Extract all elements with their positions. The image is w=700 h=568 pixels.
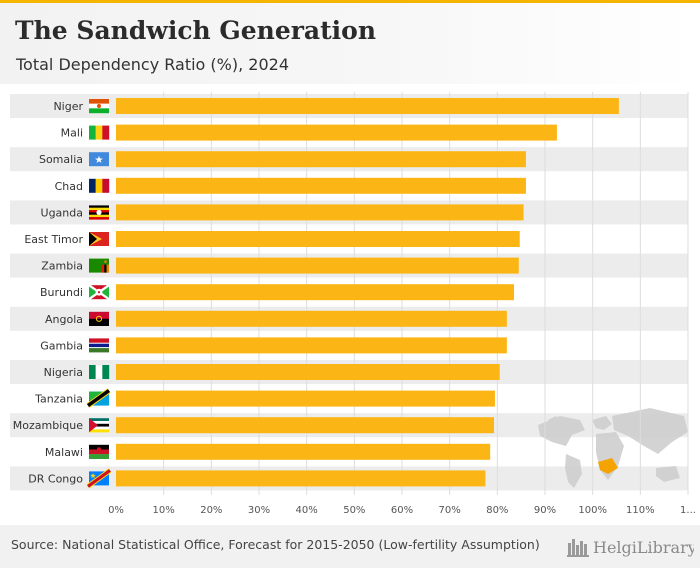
x-tick-label: 20% <box>200 505 222 516</box>
category-label: Gambia <box>40 339 83 352</box>
angola-flag-icon <box>89 311 109 326</box>
category-label: East Timor <box>24 233 83 246</box>
bar <box>116 177 526 194</box>
bar <box>116 417 494 434</box>
map-highlight <box>598 458 618 474</box>
mozambique-flag-icon <box>89 418 109 433</box>
brand-name: HelgiLibrary. <box>593 538 694 557</box>
category-label: Uganda <box>41 206 83 219</box>
chart-subtitle: Total Dependency Ratio (%), 2024 <box>16 55 289 74</box>
bar <box>116 310 507 327</box>
x-tick-label: 40% <box>296 505 318 516</box>
bar <box>116 257 519 274</box>
x-tick-label: 90% <box>534 505 556 516</box>
category-label: Zambia <box>41 260 83 273</box>
category-label: Mozambique <box>13 419 83 432</box>
mali-flag-icon <box>89 125 110 140</box>
category-label: Burundi <box>40 286 83 299</box>
east-timor-flag-icon <box>89 232 109 246</box>
dr-congo-flag-icon <box>86 468 112 489</box>
source-note: Source: National Statistical Office, For… <box>11 537 540 552</box>
bar <box>116 151 526 168</box>
bookshelf-icon <box>567 539 589 557</box>
bar-chart: Niger Mali Somalia Chad Uganda East Timor Zamb… <box>10 92 696 516</box>
chad-flag-icon <box>89 178 110 193</box>
bar <box>116 443 491 460</box>
x-tick-label: 80% <box>486 505 508 516</box>
x-tick-label: 50% <box>343 505 365 516</box>
bar <box>116 284 515 301</box>
bar <box>116 470 486 487</box>
bar <box>116 390 495 407</box>
niger-flag-icon <box>89 99 109 114</box>
category-label: Niger <box>53 100 83 113</box>
bar <box>116 231 520 247</box>
category-label: Somalia <box>39 153 83 166</box>
footer: Source: National Statistical Office, For… <box>0 525 700 568</box>
x-tick-label: 60% <box>391 505 413 516</box>
somalia-flag-icon <box>89 152 109 167</box>
category-label: Angola <box>45 313 83 326</box>
malawi-flag-icon <box>89 444 109 459</box>
x-tick-label: 30% <box>248 505 270 516</box>
bar <box>116 337 507 354</box>
x-tick-label: 0% <box>108 505 124 516</box>
category-label: Nigeria <box>44 366 83 379</box>
bar <box>116 124 557 141</box>
bar <box>116 364 500 380</box>
bar <box>116 98 619 114</box>
x-tick-label: 110% <box>626 505 655 516</box>
chart-title: The Sandwich Generation <box>15 16 377 45</box>
x-tick-label: 1... <box>680 505 696 516</box>
uganda-flag-icon <box>89 205 109 220</box>
category-label: DR Congo <box>28 472 83 485</box>
category-label: Mali <box>61 127 83 140</box>
chart-header: The Sandwich Generation Total Dependency… <box>0 3 700 84</box>
category-label: Tanzania <box>34 393 83 406</box>
x-tick-label: 10% <box>153 505 175 516</box>
x-tick-label: 70% <box>439 505 461 516</box>
top-accent-bar <box>0 0 700 3</box>
burundi-flag-icon <box>88 284 110 301</box>
category-label: Chad <box>55 180 83 193</box>
zambia-flag-icon <box>89 258 109 273</box>
tanzania-flag-icon <box>86 388 111 408</box>
helgilibrary-logo: HelgiLibrary. <box>567 538 694 557</box>
nigeria-flag-icon <box>89 365 110 379</box>
category-label: Malawi <box>45 446 83 459</box>
x-tick-label: 100% <box>578 505 607 516</box>
bar <box>116 204 524 221</box>
gambia-flag-icon <box>89 338 109 353</box>
